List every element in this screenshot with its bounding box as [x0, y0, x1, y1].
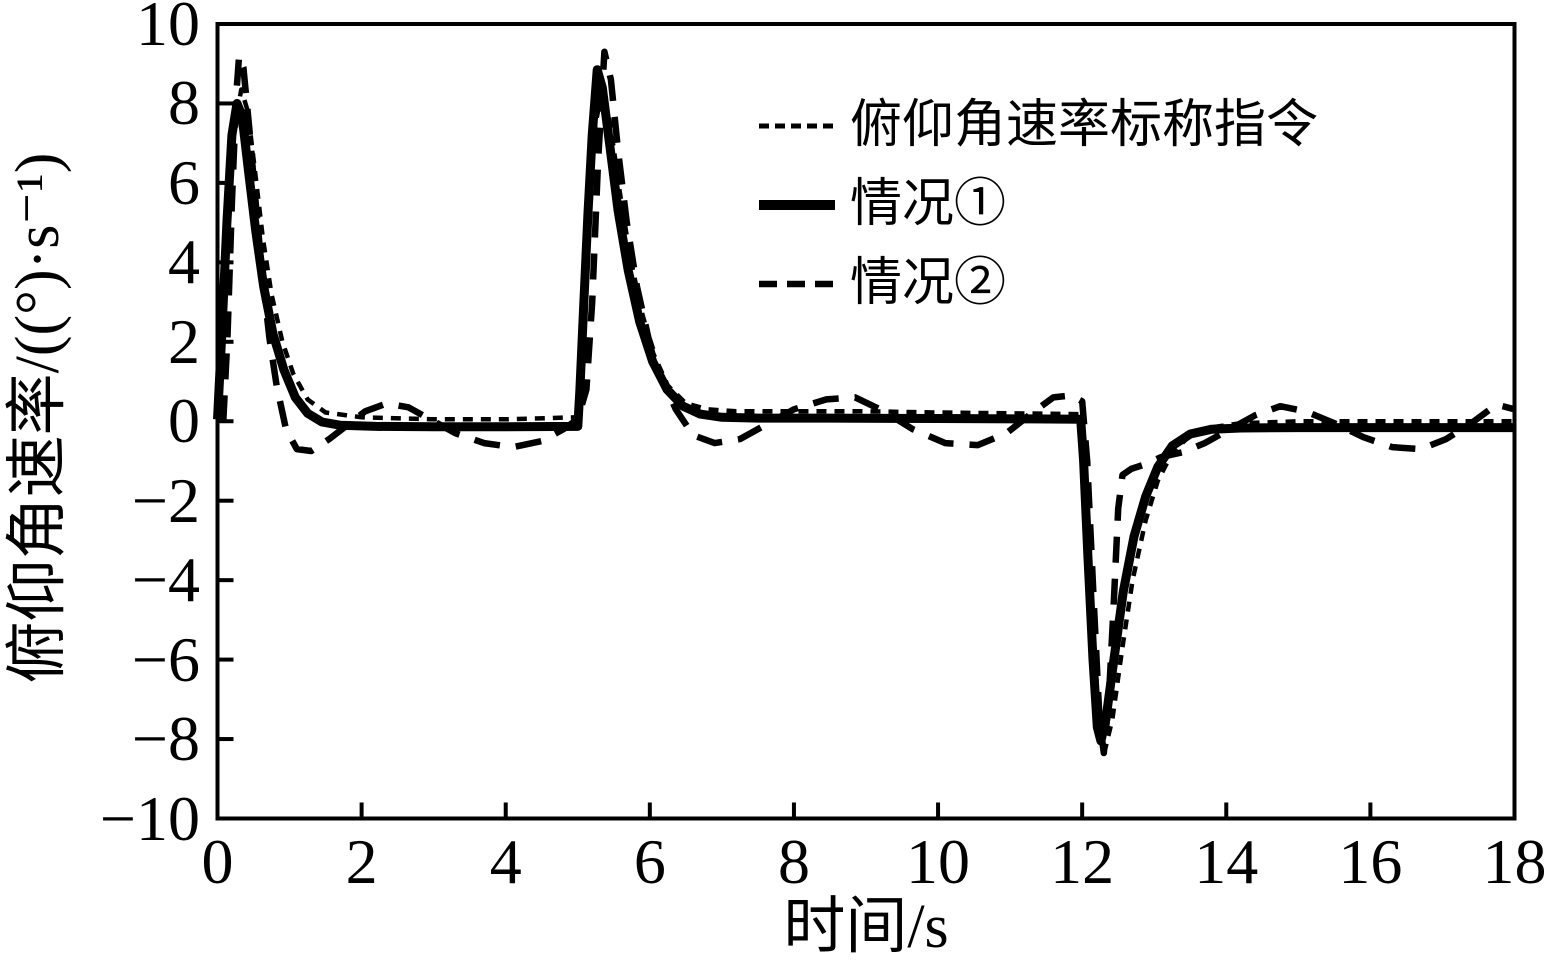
dashed-line-sample-icon: [759, 280, 835, 287]
solid-line-sample-icon: [759, 199, 835, 210]
y-tick-label: 6: [168, 146, 200, 218]
y-tick-label: 10: [136, 0, 200, 59]
y-tick-label: −4: [131, 544, 200, 616]
x-tick-label: 18: [1482, 826, 1547, 897]
dotted-line-sample-icon: [759, 123, 835, 128]
y-axis-title: 俯仰角速率/((°)·s⁻¹): [4, 152, 72, 684]
legend-label-case-1: 情况①: [850, 175, 1007, 233]
x-tick-label: 16: [1338, 826, 1403, 897]
series-line-solid: [213, 65, 1515, 746]
y-tick-label: 0: [168, 385, 200, 457]
x-tick-label: 10: [906, 826, 971, 897]
legend-label-nominal-command: 俯仰角速率标称指令: [850, 96, 1319, 154]
x-tick-label: 8: [777, 826, 810, 897]
legend-item-case-1: 情况①: [758, 165, 1318, 244]
y-tick-label: 4: [168, 226, 200, 298]
legend-label-case-2: 情况②: [850, 254, 1007, 312]
legend: 俯仰角速率标称指令 情况① 情况②: [758, 86, 1318, 323]
legend-item-nominal-command: 俯仰角速率标称指令: [758, 86, 1318, 165]
x-tick-label: 6: [633, 826, 666, 897]
y-tick-label: 2: [168, 305, 200, 377]
y-tick-label: −8: [131, 703, 200, 775]
series-line-dashed: [220, 48, 1516, 757]
x-tick-label: 12: [1050, 826, 1115, 897]
y-tick-label: −2: [131, 464, 200, 536]
y-tick-label: −10: [99, 782, 200, 854]
x-tick-label: 2: [345, 826, 378, 897]
y-tick-label: −6: [131, 623, 200, 695]
x-tick-label: 14: [1194, 826, 1259, 897]
x-tick-label: 4: [489, 826, 522, 897]
legend-item-case-2: 情况②: [758, 244, 1318, 323]
x-axis-title: 时间/s: [783, 893, 949, 961]
x-tick-label: 0: [201, 826, 234, 897]
y-tick-label: 8: [168, 67, 200, 139]
series-line-dotted: [215, 87, 1515, 752]
